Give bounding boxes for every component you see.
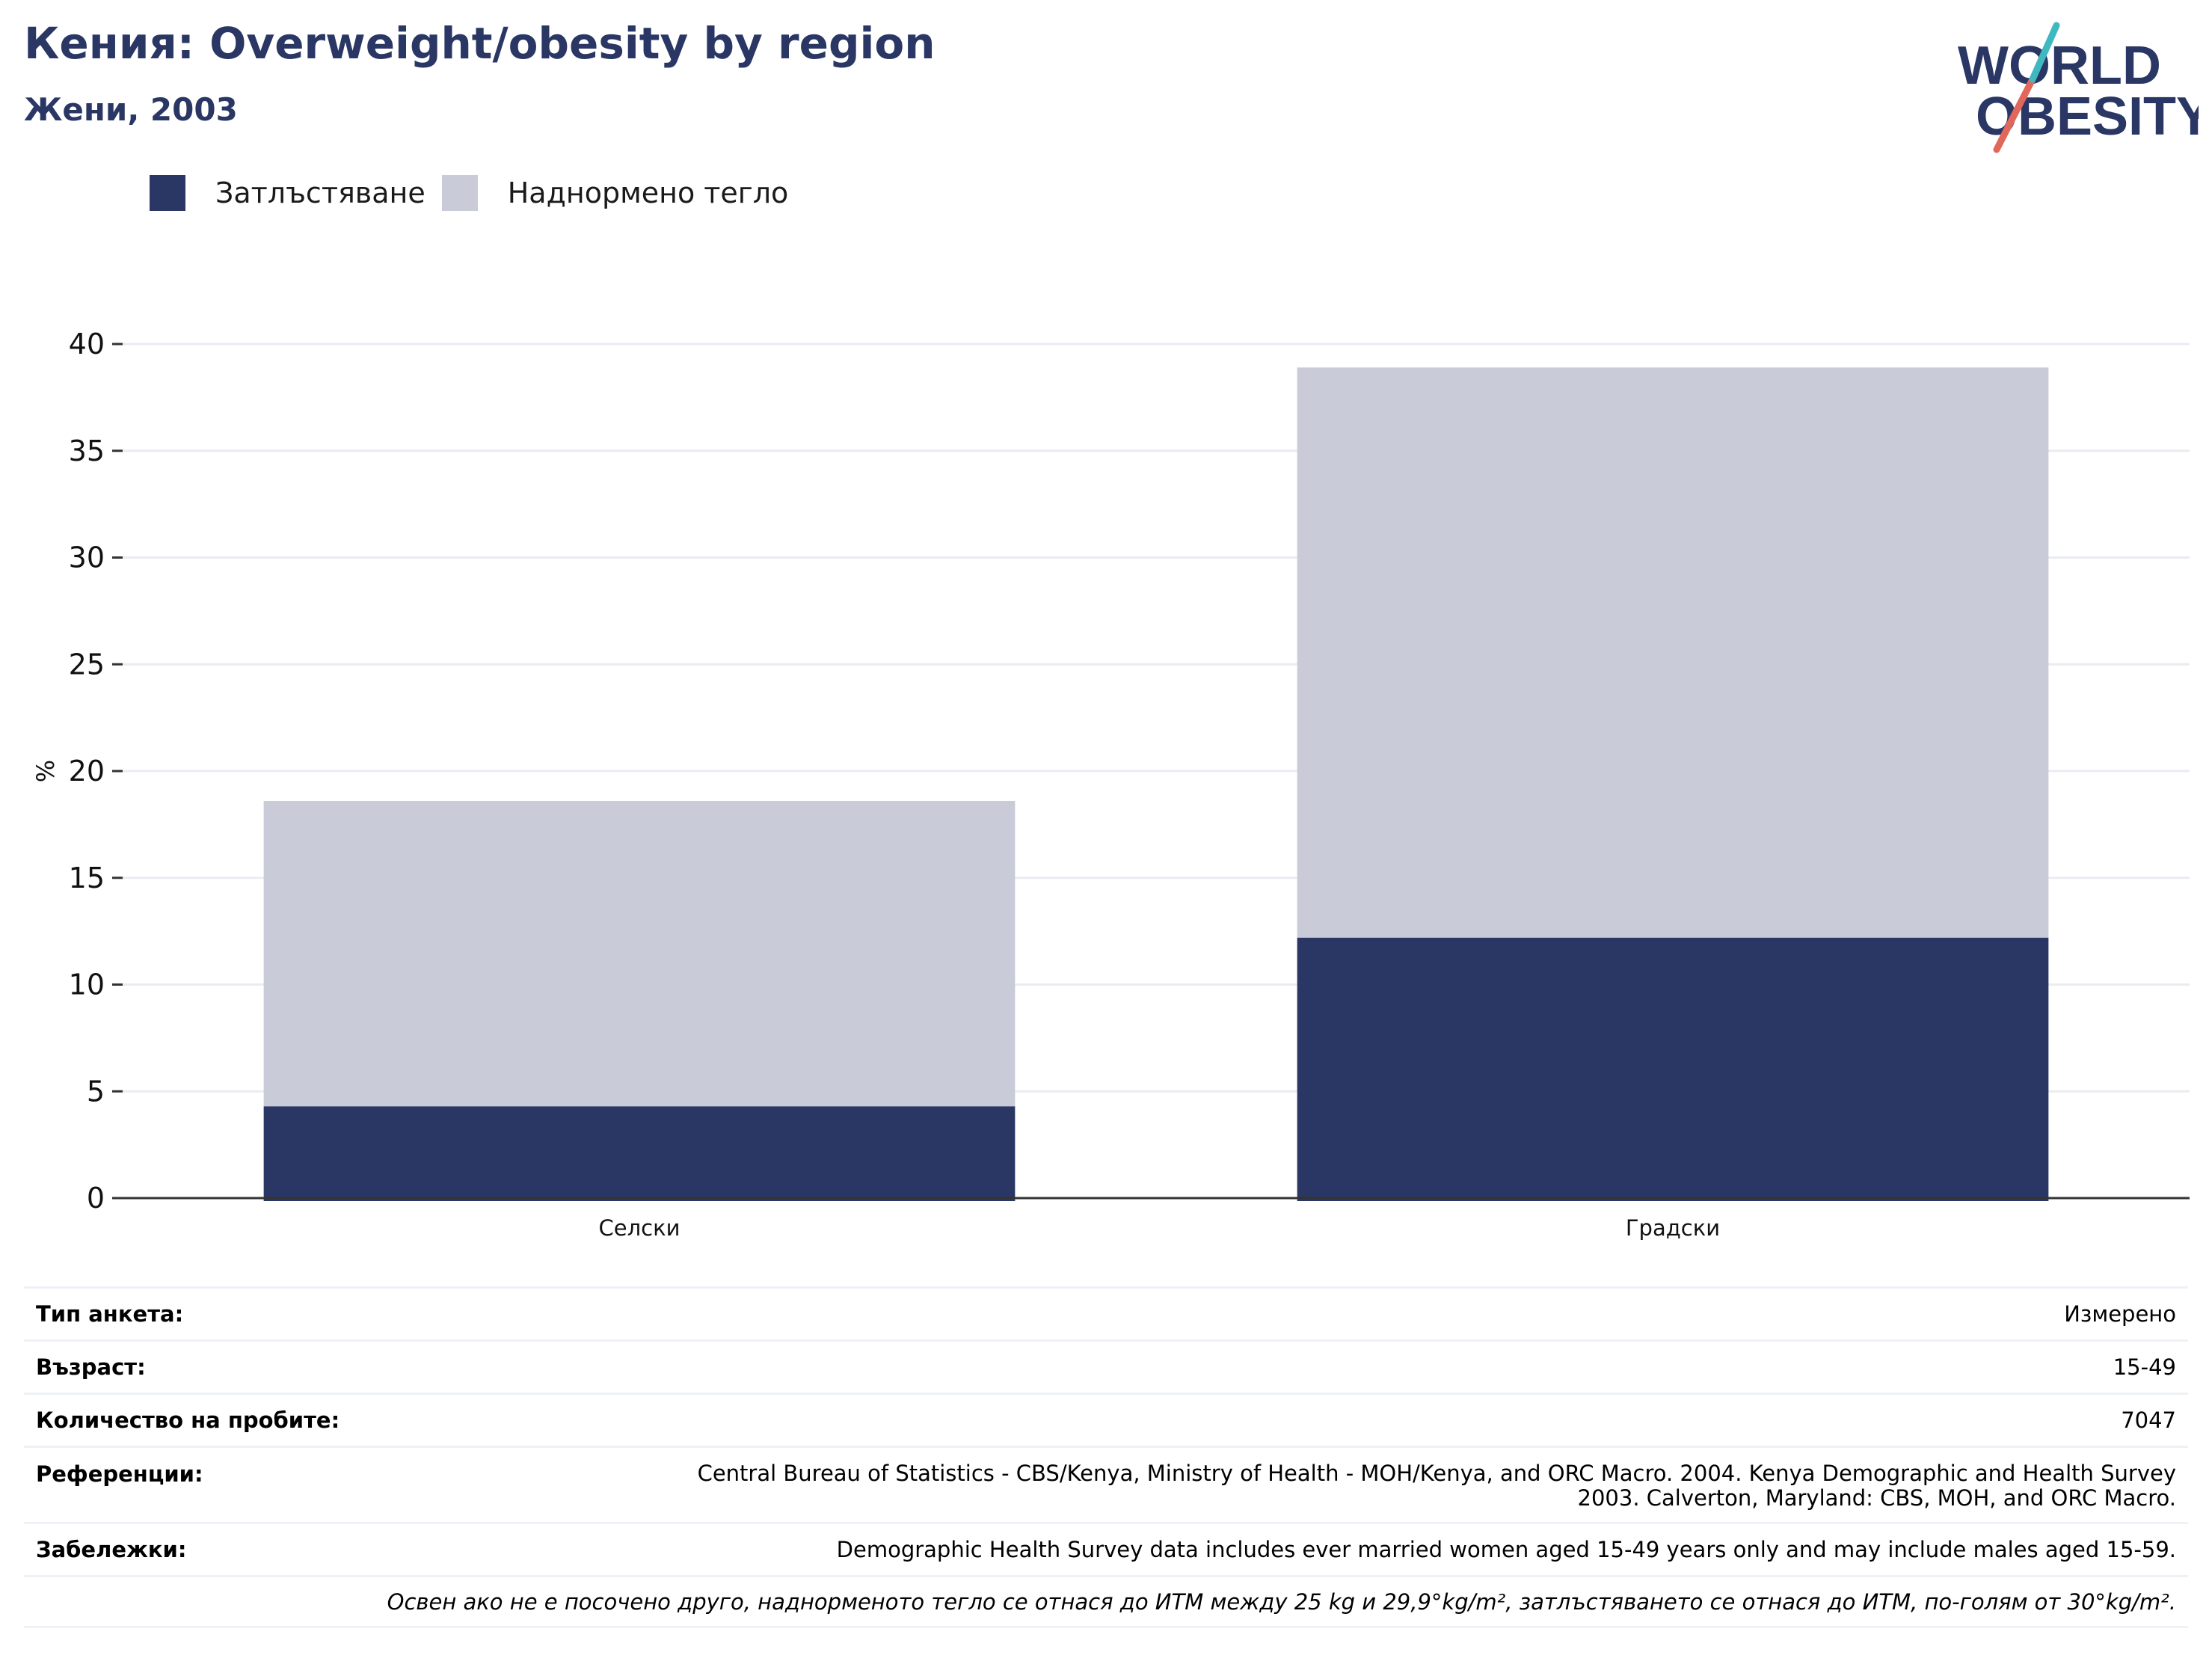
sample-size-value: 7047 (2121, 1407, 2176, 1433)
world-obesity-logo: WORLD OBESITY (1958, 22, 2199, 153)
meta-row-age: Възраст: 15-49 (24, 1339, 2188, 1393)
legend-label-obesity: Затлъстяване (215, 176, 425, 209)
bar-obesity-0 (263, 1106, 1016, 1201)
age-label: Възраст: (36, 1354, 146, 1380)
legend-item-overweight[interactable]: Наднормено тегло (441, 175, 789, 211)
y-tick-label: 0 (87, 1182, 105, 1215)
legend-swatch-obesity (150, 175, 185, 211)
bar-obesity-1 (1297, 937, 2049, 1201)
references-value: Central Bureau of Statistics - CBS/Kenya… (698, 1461, 2176, 1511)
y-tick-label: 35 (69, 435, 105, 467)
legend-swatch-overweight (441, 175, 478, 211)
bar-overweight-0 (263, 800, 1016, 1107)
chart-title: Кения: Overweight/obesity by region (24, 18, 936, 69)
survey-type-value: Измерено (2064, 1301, 2176, 1327)
bar-overweight-1 (1297, 367, 2049, 938)
survey-type-label: Тип анкета: (36, 1301, 184, 1327)
legend-item-obesity[interactable]: Затлъстяване (150, 175, 425, 211)
meta-row-notes: Забележки: Demographic Health Survey dat… (24, 1522, 2188, 1575)
meta-row-footnote: Освен ако не е посочено друго, наднормен… (24, 1575, 2188, 1628)
sample-size-label: Количество на пробите: (36, 1407, 340, 1433)
y-axis-label: % (31, 760, 60, 782)
notes-value: Demographic Health Survey data includes … (836, 1536, 2176, 1562)
y-tick-label: 10 (69, 968, 105, 1001)
y-tick-label: 40 (69, 328, 105, 360)
bar-chart: 0 5 10 15 20 25 30 35 40% Селски Градски (31, 328, 2190, 1241)
chart-subtitle: Жени, 2003 (24, 91, 238, 128)
notes-label: Забележки: (36, 1537, 187, 1562)
references-line2: 2003. Calverton, Maryland: CBS, MOH, and… (1577, 1485, 2176, 1511)
footnote: Освен ако не е посочено друго, наднормен… (387, 1588, 2176, 1615)
references-label: Референции: (36, 1461, 203, 1487)
meta-row-survey-type: Тип анкета: Измерено (24, 1286, 2188, 1339)
legend: Затлъстяване Наднормено тегло (150, 172, 805, 214)
logo-slash-coral (1993, 76, 2036, 153)
meta-row-references: Референции: Central Bureau of Statistics… (24, 1446, 2188, 1522)
y-tick-label: 15 (69, 862, 105, 894)
references-line1: Central Bureau of Statistics - CBS/Kenya… (697, 1461, 2176, 1486)
x-tick-label: Селски (599, 1215, 681, 1241)
y-tick-label: 20 (69, 755, 105, 788)
logo-line1: WORLD (1958, 36, 2161, 96)
meta-row-sample-size: Количество на пробите: 7047 (24, 1393, 2188, 1446)
legend-label-overweight: Наднормено тегло (507, 176, 789, 209)
y-tick-label: 5 (87, 1075, 105, 1108)
y-tick-label: 30 (69, 541, 105, 574)
x-tick-label: Градски (1626, 1215, 1720, 1241)
y-tick-label: 25 (69, 648, 105, 681)
logo-slash-teal (2029, 22, 2060, 83)
age-value: 15-49 (2113, 1354, 2176, 1380)
logo-line2: OBESITY (1976, 87, 2199, 147)
metadata-table: Тип анкета: Измерено Възраст: 15-49 Коли… (24, 1286, 2188, 1628)
